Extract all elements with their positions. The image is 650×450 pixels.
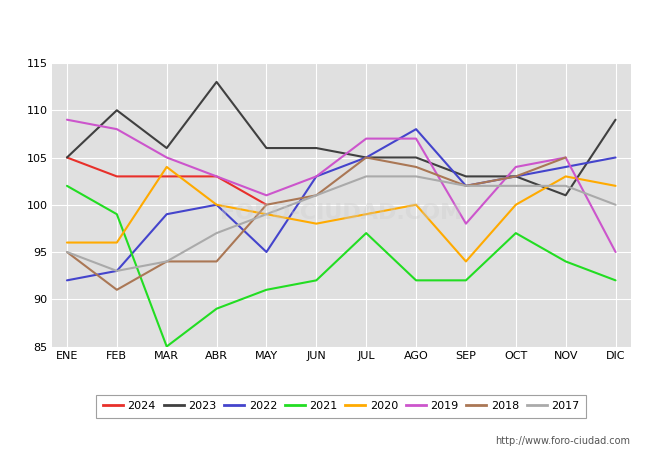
- Text: FORO-CIUDAD.COM: FORO-CIUDAD.COM: [220, 203, 462, 223]
- Legend: 2024, 2023, 2022, 2021, 2020, 2019, 2018, 2017: 2024, 2023, 2022, 2021, 2020, 2019, 2018…: [96, 395, 586, 418]
- Text: Afiliados en Navas de Riofrío a 31/5/2024: Afiliados en Navas de Riofrío a 31/5/202…: [138, 16, 512, 34]
- Text: http://www.foro-ciudad.com: http://www.foro-ciudad.com: [495, 436, 630, 446]
